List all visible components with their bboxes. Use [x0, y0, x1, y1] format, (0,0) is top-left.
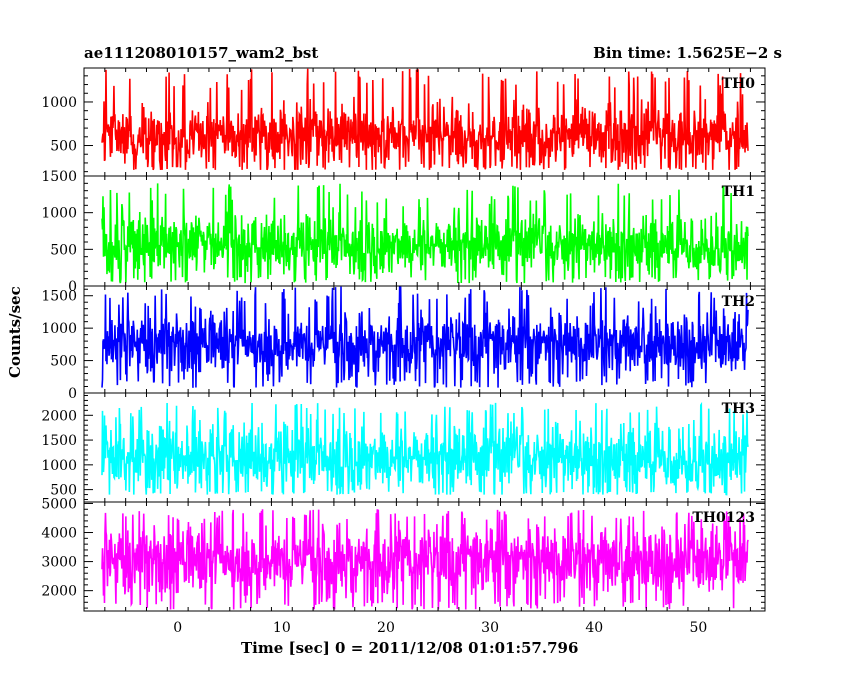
series-label-th0123: TH0123 — [692, 510, 755, 526]
series-label-th1: TH1 — [722, 184, 755, 200]
y-tick-label-th2: 500 — [50, 354, 77, 370]
panel-th2: 0 500 1000 1500 TH2 — [41, 285, 766, 402]
series-label-th3: TH3 — [722, 401, 755, 417]
x-tick-label: 10 — [273, 620, 291, 636]
y-tick-label-th3: 500 — [50, 483, 77, 499]
x-tick-label: 30 — [481, 620, 499, 636]
plot-title-left: ae111208010157_wam2_bst — [84, 44, 319, 62]
y-tick-label-th2: 1500 — [41, 289, 77, 305]
series-label-th0: TH0 — [722, 76, 756, 92]
y-tick-label-th1: 1000 — [41, 206, 77, 222]
series-line-th1 — [101, 183, 749, 284]
x-tick-label: 50 — [689, 620, 707, 636]
panel-th0123: 2000 3000 4000 5000 TH0123 0 10 20 30 40 50 — [41, 496, 766, 636]
y-tick-label-th0123: 3000 — [41, 555, 77, 571]
y-tick-label-th3: 2000 — [41, 408, 77, 424]
x-tick-label: 20 — [377, 620, 395, 636]
plot-title-right: Bin time: 1.5625E−2 s — [593, 44, 782, 62]
y-tick-label-th1: 0 — [68, 279, 77, 295]
panel-frame-th0123 — [83, 501, 766, 612]
y-tick-label-th2: 0 — [68, 386, 77, 402]
series-line-th2 — [101, 286, 749, 388]
y-tick-label-th2: 1000 — [41, 321, 77, 337]
x-axis-label: Time [sec] 0 = 2011/12/08 01:01:57.796 — [241, 639, 579, 657]
series-line-th3 — [101, 401, 749, 496]
y-axis-label: Counts/sec — [6, 286, 24, 378]
panel-th3: 500 1000 1500 2000 TH3 — [41, 392, 766, 503]
y-tick-label-th0123: 4000 — [41, 526, 77, 542]
y-tick-label-th0: 500 — [50, 139, 77, 155]
series-line-th0 — [101, 68, 749, 171]
x-tick-label: 40 — [585, 620, 603, 636]
series-line-th0123 — [101, 509, 749, 610]
x-tick-label: 0 — [173, 620, 182, 636]
y-tick-label-th0123: 5000 — [41, 496, 77, 512]
panel-th0: 500 1000 TH0 — [41, 67, 766, 177]
panel-th1: 0 500 1000 1500 TH1 — [41, 169, 766, 295]
y-tick-label-th0123: 2000 — [41, 584, 77, 600]
y-tick-label-th1: 500 — [50, 242, 77, 258]
y-tick-label-th1: 1500 — [41, 169, 77, 185]
y-tick-label-th0: 1000 — [41, 95, 77, 111]
y-tick-label-th3: 1000 — [41, 458, 77, 474]
series-label-th2: TH2 — [722, 294, 755, 310]
y-tick-label-th3: 1500 — [41, 433, 77, 449]
